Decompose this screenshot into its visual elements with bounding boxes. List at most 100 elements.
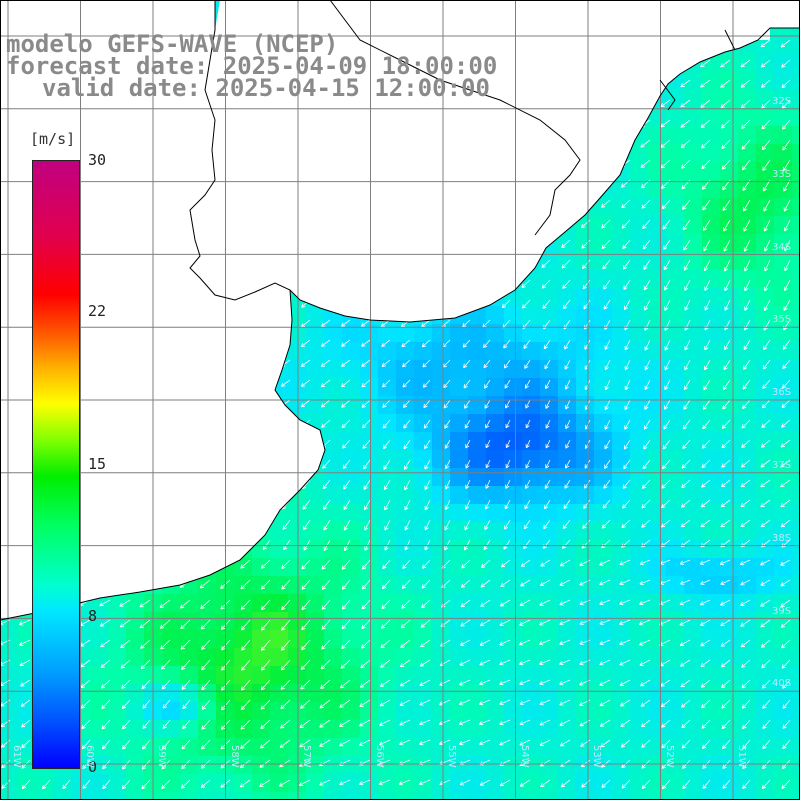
wind-arrow — [624, 299, 631, 311]
wind-arrow — [682, 219, 691, 231]
wind-arrow — [720, 599, 731, 606]
wind-cell — [648, 720, 667, 739]
wind-cell — [702, 594, 721, 613]
wind-arrow — [505, 479, 511, 489]
wind-arrow — [762, 719, 771, 729]
wind-arrow — [382, 379, 391, 388]
wind-arrow — [763, 199, 771, 212]
wind-cell — [612, 756, 631, 775]
wind-arrow — [541, 279, 551, 289]
wind-cell — [666, 702, 685, 721]
wind-cell — [666, 648, 685, 667]
wind-cell — [702, 738, 721, 757]
wind-cell — [486, 522, 505, 541]
wind-arrow — [483, 539, 491, 551]
wind-cell — [648, 396, 667, 415]
wind-cell — [396, 666, 415, 685]
wind-cell — [612, 288, 631, 307]
wind-cell — [630, 378, 649, 397]
wind-cell — [360, 450, 379, 469]
wind-cell — [450, 360, 469, 379]
wind-arrow — [480, 599, 491, 607]
wind-arrow — [504, 499, 511, 510]
wind-arrow — [419, 659, 431, 667]
wind-arrow — [361, 599, 371, 610]
latitude-label: 37S — [772, 460, 792, 471]
wind-cell — [522, 720, 541, 739]
wind-arrow — [700, 679, 711, 688]
wind-arrow — [762, 379, 771, 389]
wind-cell — [738, 324, 757, 343]
wind-arrow — [641, 499, 651, 509]
wind-arrow — [660, 99, 671, 108]
wind-cell — [774, 450, 793, 469]
wind-cell — [522, 486, 541, 505]
wind-cell — [504, 648, 523, 667]
wind-cell — [774, 126, 793, 145]
wind-arrow — [82, 779, 91, 789]
wind-cell — [522, 414, 541, 433]
wind-cell — [774, 396, 793, 415]
wind-cell — [558, 666, 577, 685]
wind-arrow — [379, 739, 391, 746]
wind-cell — [342, 774, 361, 793]
wind-cell — [378, 576, 397, 595]
wind-cell — [558, 342, 577, 361]
wind-cell — [198, 684, 217, 703]
wind-cell — [756, 144, 775, 163]
wind-arrow — [401, 339, 411, 348]
wind-cell — [738, 684, 757, 703]
wind-cell — [126, 756, 145, 775]
wind-cell — [648, 144, 667, 163]
wind-cell — [702, 792, 721, 800]
wind-cell — [540, 720, 559, 739]
wind-cell — [774, 666, 793, 685]
wind-cell — [720, 504, 739, 523]
wind-cell — [396, 738, 415, 757]
wind-cell — [666, 792, 685, 800]
wind-cell — [666, 108, 685, 127]
wind-arrow — [623, 439, 631, 450]
wind-cell — [306, 792, 325, 800]
wind-arrow — [704, 279, 711, 291]
wind-cell — [234, 576, 253, 595]
wind-cell — [414, 756, 433, 775]
wind-cell — [594, 630, 613, 649]
wind-cell — [324, 432, 343, 451]
wind-cell — [738, 666, 757, 685]
wind-cell — [360, 792, 379, 800]
wind-arrow — [260, 699, 271, 710]
wind-cell — [540, 666, 559, 685]
wind-arrow — [300, 339, 311, 348]
wind-cell — [774, 486, 793, 505]
wind-cell — [648, 360, 667, 379]
wind-arrow — [341, 319, 351, 327]
wind-cell — [630, 522, 649, 541]
wind-arrow — [682, 779, 691, 790]
wind-arrow — [721, 679, 731, 689]
wind-cell — [684, 720, 703, 739]
wind-cell — [540, 450, 559, 469]
wind-cell — [792, 774, 800, 793]
wind-cell — [270, 774, 289, 793]
wind-arrow — [782, 339, 791, 350]
wind-cell — [756, 666, 775, 685]
wind-cell — [684, 324, 703, 343]
wind-arrow — [599, 579, 611, 586]
wind-cell — [684, 702, 703, 721]
wind-cell — [648, 162, 667, 181]
wind-cell — [774, 198, 793, 217]
wind-arrow — [624, 419, 631, 430]
wind-arrow — [100, 679, 111, 689]
wind-cell — [90, 666, 109, 685]
wind-cell — [0, 792, 19, 800]
wind-cell — [522, 342, 541, 361]
wind-cell — [738, 144, 757, 163]
wind-cell — [774, 414, 793, 433]
wind-cell — [720, 720, 739, 739]
wind-cell — [432, 540, 451, 559]
wind-cell — [108, 738, 127, 757]
wind-arrow — [603, 279, 611, 290]
wind-cell — [702, 522, 721, 541]
wind-cell — [756, 324, 775, 343]
